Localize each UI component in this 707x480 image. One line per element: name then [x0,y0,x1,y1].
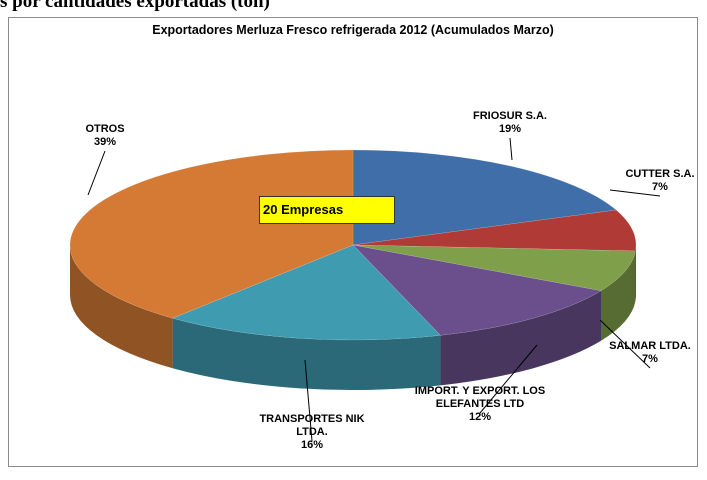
slice [69,149,354,319]
chart-frame [8,17,698,467]
slice [171,244,441,341]
slice [352,209,637,252]
leader-line [87,150,106,196]
slice [352,244,602,336]
slice-value: 39% [93,136,117,148]
slice-name: OTROS [85,123,125,135]
caption: s por cantidades exportadas (ton) [0,0,270,12]
slice-name: SALMAR LTDA. [609,340,691,352]
slice [352,149,617,246]
slice-label: OTROS 39% [45,123,165,149]
slice-side [440,290,601,386]
slice-name: IMPORT. Y EXPORT. LOS ELEFANTES LTD [414,385,546,410]
slice-label: IMPORT. Y EXPORT. LOS ELEFANTES LTD 12% [405,385,555,424]
slice-side [600,250,636,341]
leader-line [479,344,538,414]
slice-value: 7% [652,181,668,193]
slice-value: 7% [642,353,658,365]
slice-name: FRIOSUR S.A. [473,110,547,122]
slice-side [172,318,441,390]
slice-label: SALMAR LTDA. 7% [590,340,707,366]
slice-label: TRANSPORTES NIK LTDA. 16% [247,413,377,452]
slice-name: CUTTER S.A. [625,168,695,180]
leader-line [599,319,651,369]
leader-line [304,359,313,442]
slice [352,244,636,292]
slice-side [635,245,636,301]
slice-value: 12% [468,411,492,423]
slice-name: TRANSPORTES NIK LTDA. [259,413,365,438]
leader-line [609,189,661,197]
leader-line [509,137,513,161]
chart-title: Exportadores Merluza Fresco refrigerada … [152,23,554,37]
slice-value: 16% [300,439,324,451]
annotation: 20 Empresas [259,196,395,224]
slice-value: 19% [498,123,522,135]
slice-side [70,245,173,369]
slice-label: FRIOSUR S.A. 19% [450,110,570,136]
slice-label: CUTTER S.A. 7% [600,168,707,194]
